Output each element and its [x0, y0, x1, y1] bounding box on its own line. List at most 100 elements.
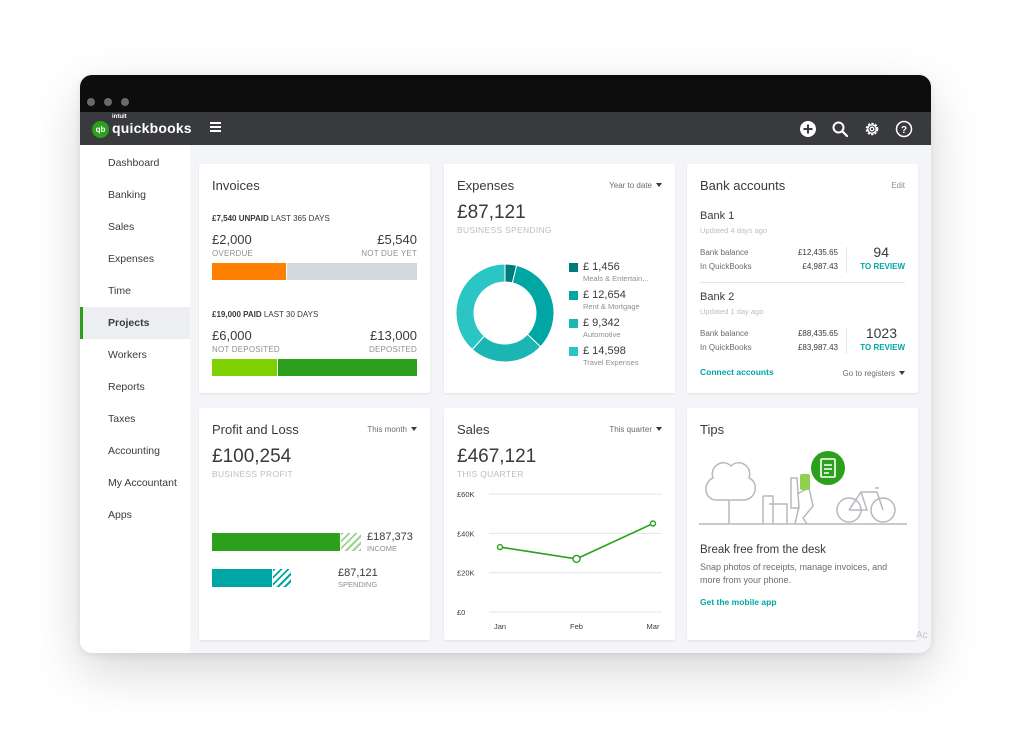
- expenses-donut-chart[interactable]: [454, 262, 556, 364]
- sales-card[interactable]: Sales This quarter £467,121 THIS QUARTER…: [444, 408, 675, 640]
- sales-total: £467,121: [457, 446, 537, 467]
- income-bar[interactable]: [212, 533, 340, 551]
- sidebar-item-reports[interactable]: Reports: [108, 381, 145, 393]
- income-value: £187,373: [367, 531, 413, 543]
- sidebar-item-my-accountant[interactable]: My Accountant: [108, 477, 177, 489]
- legend-label: Automotive: [583, 330, 621, 339]
- sidebar-item-workers[interactable]: Workers: [108, 349, 147, 361]
- x-tick-label: Jan: [494, 622, 506, 631]
- card-title: Sales: [457, 422, 490, 437]
- get-mobile-app-link[interactable]: Get the mobile app: [700, 597, 777, 607]
- divider: [700, 282, 905, 283]
- connect-accounts-link[interactable]: Connect accounts: [700, 367, 774, 377]
- donut-slice[interactable]: [455, 263, 506, 351]
- unpaid-amount: £7,540 UNPAID: [212, 214, 269, 223]
- notdue-value: £5,540: [377, 232, 417, 247]
- pnl-period-dropdown[interactable]: This month: [367, 425, 417, 434]
- sidebar-item-projects[interactable]: Projects: [80, 307, 190, 339]
- go-to-registers-dropdown[interactable]: Go to registers: [843, 369, 905, 378]
- notdue-bar[interactable]: [287, 263, 417, 280]
- legend-swatch: [569, 319, 578, 328]
- review-count[interactable]: 1023: [865, 325, 897, 341]
- expenses-card[interactable]: Expenses Year to date £87,121 BUSINESS S…: [444, 164, 675, 393]
- legend-value: £ 12,654: [583, 289, 626, 301]
- bank-updated: Updated 1 day ago: [700, 307, 764, 316]
- bank-name[interactable]: Bank 2: [700, 291, 735, 303]
- bank-accounts-card[interactable]: Bank accounts Edit Bank 1 Updated 4 days…: [687, 164, 918, 393]
- bank-balance-label: Bank balance: [700, 248, 749, 257]
- expenses-total: £87,121: [457, 202, 526, 223]
- activation-watermark: Ac: [916, 630, 928, 641]
- sales-line-chart[interactable]: £60K £40K £20K £0 Jan Feb Mar: [444, 486, 675, 636]
- plus-circle-icon[interactable]: [799, 120, 817, 138]
- window-dot[interactable]: [121, 98, 129, 106]
- x-tick-label: Feb: [570, 622, 583, 631]
- quickbooks-logo[interactable]: qb intuit quickbooks: [92, 114, 192, 139]
- sales-point[interactable]: [572, 554, 581, 564]
- tips-body: Snap photos of receipts, manage invoices…: [700, 562, 888, 585]
- overdue-bar[interactable]: [212, 263, 286, 280]
- mobile-illustration: [699, 451, 907, 525]
- search-icon[interactable]: [831, 120, 849, 138]
- invoices-card[interactable]: Invoices £7,540 UNPAID LAST 365 DAYS £2,…: [199, 164, 430, 393]
- sales-point[interactable]: [649, 520, 657, 527]
- sidebar-item-accounting[interactable]: Accounting: [108, 445, 160, 457]
- svg-text:?: ?: [901, 125, 907, 136]
- qb-balance-label: In QuickBooks: [700, 262, 752, 271]
- bank-name[interactable]: Bank 1: [700, 210, 735, 222]
- notdeposited-value: £6,000: [212, 328, 252, 343]
- legend-label: Meals & Entertain...: [583, 274, 649, 283]
- legend-value: £ 1,456: [583, 261, 620, 273]
- sidebar-item-apps[interactable]: Apps: [108, 509, 132, 521]
- y-tick-label: £0: [457, 608, 465, 617]
- y-tick-label: £40K: [457, 529, 475, 538]
- sidebar-item-time[interactable]: Time: [108, 285, 131, 297]
- to-review-link[interactable]: TO REVIEW: [860, 262, 905, 271]
- sales-period-dropdown[interactable]: This quarter: [609, 425, 662, 434]
- income-label: INCOME: [367, 544, 397, 553]
- intuit-wordmark: intuit: [112, 114, 127, 120]
- legend-swatch: [569, 291, 578, 300]
- sidebar-item-banking[interactable]: Banking: [108, 189, 146, 201]
- spending-value: £87,121: [338, 567, 378, 579]
- y-tick-label: £20K: [457, 569, 475, 578]
- sidebar-item-dashboard[interactable]: Dashboard: [108, 157, 160, 169]
- divider: [846, 247, 847, 273]
- window-dot[interactable]: [104, 98, 112, 106]
- sidebar-item-taxes[interactable]: Taxes: [108, 413, 136, 425]
- qb-balance-label: In QuickBooks: [700, 343, 752, 352]
- help-icon[interactable]: ?: [895, 120, 913, 138]
- card-title: Invoices: [212, 178, 260, 193]
- overdue-value: £2,000: [212, 232, 252, 247]
- expenses-period-dropdown[interactable]: Year to date: [609, 181, 662, 190]
- quickbooks-wordmark: quickbooks: [112, 120, 192, 136]
- edit-link[interactable]: Edit: [891, 181, 905, 190]
- window-titlebar: [80, 75, 931, 112]
- legend-label: Travel Expenses: [583, 358, 639, 367]
- to-review-link[interactable]: TO REVIEW: [860, 343, 905, 352]
- sidebar-item-sales[interactable]: Sales: [108, 221, 135, 233]
- legend-swatch: [569, 263, 578, 272]
- paid-amount: £19,000 PAID: [212, 310, 262, 319]
- deposited-bar[interactable]: [278, 359, 417, 376]
- sales-point[interactable]: [496, 543, 504, 551]
- expenses-total-label: BUSINESS SPENDING: [457, 225, 552, 235]
- spending-bar[interactable]: [212, 569, 272, 587]
- gear-icon[interactable]: [863, 120, 881, 138]
- bank-updated: Updated 4 days ago: [700, 226, 768, 235]
- bank-balance-value: £12,435.65: [797, 248, 838, 257]
- review-count[interactable]: 94: [873, 244, 889, 260]
- spending-label: SPENDING: [338, 580, 378, 589]
- qb-logo-badge: qb: [92, 120, 109, 138]
- window-dot[interactable]: [87, 98, 95, 106]
- profit-loss-card[interactable]: Profit and Loss This month £100,254 BUSI…: [199, 408, 430, 640]
- hamburger-menu-icon[interactable]: [210, 122, 221, 132]
- sidebar-item-expenses[interactable]: Expenses: [108, 253, 155, 265]
- donut-slice[interactable]: [511, 264, 555, 348]
- pnl-total-label: BUSINESS PROFIT: [212, 469, 294, 479]
- bank-balance-value: £88,435.65: [797, 329, 838, 338]
- tips-card[interactable]: Tips Break free from the desk Snap photo…: [687, 408, 918, 640]
- notdeposited-bar[interactable]: [212, 359, 277, 376]
- bank-balance-label: Bank balance: [700, 329, 749, 338]
- x-tick-label: Mar: [647, 622, 660, 631]
